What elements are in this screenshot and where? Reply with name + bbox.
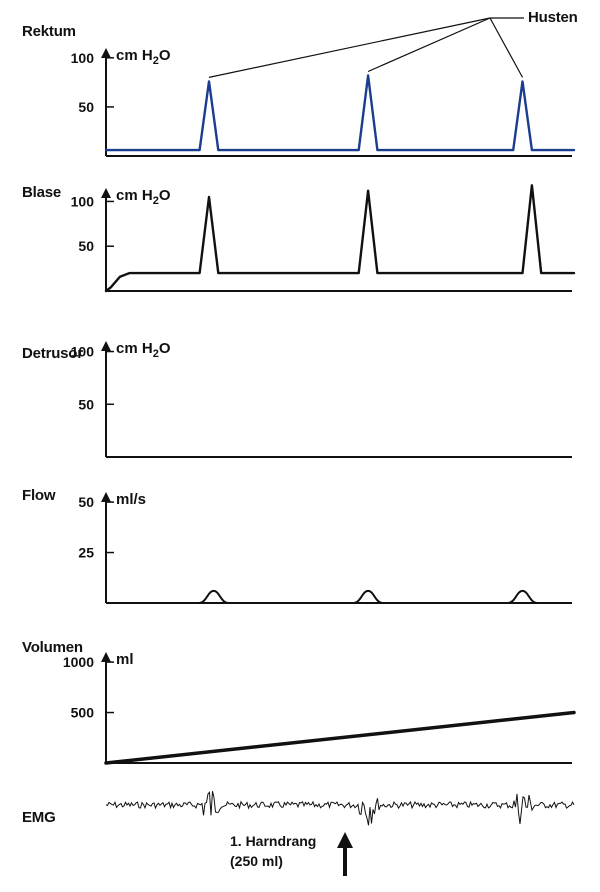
unit-label-flow: ml/s <box>116 491 146 508</box>
y-tick-label-blase-100: 100 <box>71 193 95 209</box>
annotation-line-2 <box>367 17 491 73</box>
y-tick-label-detrusor-50: 50 <box>78 396 94 412</box>
y-tick-label-rektum-50: 50 <box>78 99 94 115</box>
unit-label-rektum: cm H2O <box>116 47 171 67</box>
y-tick-label-flow-50: 50 <box>78 494 94 510</box>
unit-label-blase: cm H2O <box>116 187 171 207</box>
flow-bump-1 <box>197 589 230 604</box>
y-tick-label-detrusor-100: 100 <box>71 344 95 360</box>
panel-title-volumen: Volumen <box>22 639 83 656</box>
annotation-line-1 <box>208 17 491 78</box>
y-axis-arrow-detrusor <box>101 341 111 351</box>
panel-title-emg: EMG <box>22 809 56 826</box>
annotation-harndrang: 1. Harndrang <box>230 833 316 849</box>
panel-title-blase: Blase <box>22 184 61 201</box>
y-tick-label-flow-25: 25 <box>78 545 94 561</box>
y-axis-arrow-blase <box>101 188 111 198</box>
y-tick-label-blase-50: 50 <box>78 238 94 254</box>
panel-title-detrusor: Detrusor <box>22 345 83 362</box>
y-tick-label-volumen-1000: 1000 <box>63 654 94 670</box>
flow-bump-3 <box>506 589 539 604</box>
unit-label-volumen: ml <box>116 651 134 668</box>
flow-bump-2 <box>352 589 385 604</box>
series-line-blase <box>104 184 576 293</box>
y-axis-arrow-rektum <box>101 48 111 58</box>
panel-title-rektum: Rektum <box>22 23 76 40</box>
series-line-volumen <box>104 710 576 765</box>
harndrang-arrow-head <box>337 832 353 848</box>
annotation-husten: Husten <box>528 9 578 26</box>
y-tick-label-rektum-100: 100 <box>71 50 95 66</box>
y-axis-arrow-flow <box>101 492 111 502</box>
annotation-line-3 <box>489 17 524 78</box>
annotation-volume: (250 ml) <box>230 853 283 869</box>
y-tick-label-volumen-500: 500 <box>71 705 95 721</box>
unit-label-detrusor: cm H2O <box>116 340 171 360</box>
emg-trace <box>105 791 575 826</box>
y-axis-arrow-volumen <box>101 652 111 662</box>
series-line-rektum <box>104 74 576 152</box>
panel-title-flow: Flow <box>22 487 56 504</box>
